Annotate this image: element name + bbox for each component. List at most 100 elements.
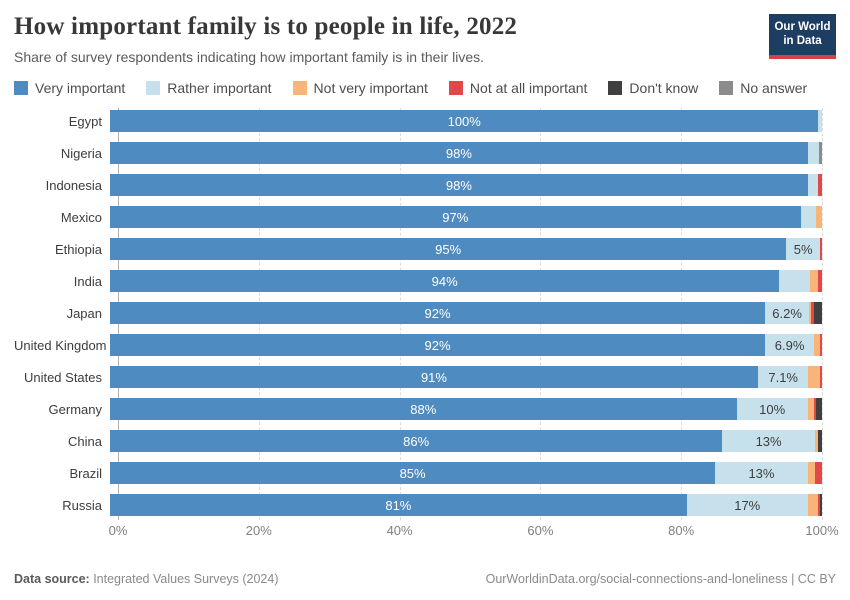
page-title: How important family is to people in lif… (14, 13, 518, 40)
chart-rows: Egypt 100% Nigeria 98% Indonesia 98% Mexico 97%… (14, 110, 836, 516)
bar-segment-not_very[interactable] (816, 206, 822, 228)
bar-segment-very[interactable]: 94% (110, 270, 780, 292)
table-row: China 86% 13% (14, 430, 836, 452)
bar-value-label: 13% (755, 433, 782, 449)
bar-segment-very[interactable]: 85% (110, 462, 716, 484)
legend-item-no_answer[interactable]: No answer (719, 80, 807, 96)
bar-segment-rather[interactable]: 7.1% (757, 366, 809, 388)
bar-track: 98% (110, 142, 822, 164)
bar-segment-not_at_all[interactable] (819, 366, 822, 388)
citation-link[interactable]: OurWorldinData.org/social-connections-an… (485, 572, 836, 586)
owid-logo-line1: Our World (774, 21, 831, 33)
owid-logo[interactable]: Our World in Data (769, 14, 836, 59)
bar-segment-rather[interactable]: 6.2% (765, 302, 810, 324)
bar-segment-rather[interactable]: 5% (786, 238, 820, 260)
table-row: Japan 92% 6.2% (14, 302, 836, 324)
bar-segment-not_very[interactable] (808, 366, 820, 388)
country-label: Mexico (60, 209, 102, 225)
bar-segment-very[interactable]: 92% (110, 334, 766, 356)
bar-value-label: 88% (410, 401, 437, 417)
bar-segment-dont_know[interactable] (816, 398, 822, 420)
bar-segment-not_at_all[interactable] (814, 462, 822, 484)
bar-segment-very[interactable]: 86% (110, 430, 723, 452)
bar-value-label: 98% (445, 145, 472, 161)
data-source-value: Integrated Values Surveys (2024) (89, 572, 279, 586)
bar-value-label: 94% (431, 273, 458, 289)
x-axis-tick-label: 100% (805, 523, 839, 538)
legend-swatch-icon (719, 81, 734, 95)
bar-track: 88% 10% (110, 398, 822, 420)
bar-track: 92% 6.9% (110, 334, 822, 356)
bar-segment-not_at_all[interactable] (819, 334, 822, 356)
bar-segment-very[interactable]: 98% (110, 174, 808, 196)
country-label: China (68, 433, 102, 449)
table-row: Ethiopia 95% 5% (14, 238, 836, 260)
bar-track: 100% (110, 110, 822, 132)
bar-segment-not_very[interactable] (807, 494, 818, 516)
bar-segment-rather[interactable] (807, 142, 820, 164)
bar-segment-rather[interactable]: 10% (736, 398, 808, 420)
bar-track: 81% 17% (110, 494, 822, 516)
header: How important family is to people in lif… (14, 12, 836, 65)
legend-item-very[interactable]: Very important (14, 80, 125, 96)
legend-item-dont_know[interactable]: Don't know (608, 80, 698, 96)
table-row: Indonesia 98% (14, 174, 836, 196)
bar-segment-rather[interactable] (818, 110, 822, 132)
bar-segment-not_at_all[interactable] (818, 174, 822, 196)
data-source-note: Data source: Integrated Values Surveys (… (14, 572, 279, 586)
bar-segment-not_at_all[interactable] (819, 238, 822, 260)
chart-legend: Very important Rather important Not very i… (14, 80, 836, 96)
x-axis-tick-label: 20% (245, 523, 272, 538)
bar-value-label: 13% (748, 465, 775, 481)
bar-segment-rather[interactable]: 17% (686, 494, 808, 516)
bar-segment-no_answer[interactable] (819, 142, 822, 164)
x-axis-tick-label: 80% (668, 523, 695, 538)
x-axis-tick-label: 0% (108, 523, 128, 538)
bar-value-label: 86% (403, 433, 430, 449)
bar-segment-very[interactable]: 100% (110, 110, 819, 132)
bar-segment-very[interactable]: 92% (110, 302, 766, 324)
bar-segment-rather[interactable] (800, 206, 817, 228)
bar-segment-very[interactable]: 97% (110, 206, 801, 228)
bar-segment-not_at_all[interactable] (817, 494, 820, 516)
bar-segment-dont_know[interactable] (814, 302, 822, 324)
bar-segment-not_very[interactable] (814, 334, 820, 356)
bar-segment-very[interactable]: 98% (110, 142, 808, 164)
bar-segment-not_at_all[interactable] (817, 270, 822, 292)
legend-item-rather[interactable]: Rather important (146, 80, 272, 96)
bar-value-label: 91% (420, 369, 447, 385)
bar-value-label: 97% (442, 209, 469, 225)
bar-segment-rather[interactable]: 6.9% (765, 334, 815, 356)
bar-track: 85% 13% (110, 462, 822, 484)
bar-segment-very[interactable]: 81% (110, 494, 687, 516)
legend-item-not_at_all[interactable]: Not at all important (448, 80, 587, 96)
bar-segment-rather[interactable] (807, 174, 819, 196)
bar-segment-very[interactable]: 88% (110, 398, 737, 420)
bar-track: 97% (110, 206, 822, 228)
bar-segment-not_very[interactable] (814, 430, 819, 452)
bar-segment-dont_know[interactable] (819, 494, 822, 516)
bar-value-label: 92% (424, 305, 451, 321)
bar-track: 95% 5% (110, 238, 822, 260)
bar-value-label: 6.9% (774, 337, 805, 353)
bar-segment-not_very[interactable] (809, 302, 812, 324)
bar-value-label: 5% (793, 241, 813, 257)
footer: Data source: Integrated Values Surveys (… (14, 572, 836, 586)
bar-segment-not_very[interactable] (807, 462, 815, 484)
bar-segment-not_very[interactable] (807, 398, 815, 420)
bar-segment-not_at_all[interactable] (814, 398, 817, 420)
bar-segment-dont_know[interactable] (818, 430, 822, 452)
legend-item-not_very[interactable]: Not very important (292, 80, 428, 96)
bar-segment-not_very[interactable] (809, 270, 818, 292)
bar-segment-rather[interactable] (779, 270, 810, 292)
bar-value-label: 92% (424, 337, 451, 353)
bar-segment-rather[interactable]: 13% (715, 462, 808, 484)
bar-segment-very[interactable]: 95% (110, 238, 787, 260)
bar-segment-not_at_all[interactable] (811, 302, 815, 324)
country-label: Ethiopia (55, 241, 102, 257)
bar-value-label: 85% (399, 465, 426, 481)
bar-segment-rather[interactable]: 13% (722, 430, 815, 452)
bar-track: 94% (110, 270, 822, 292)
table-row: Russia 81% 17% (14, 494, 836, 516)
bar-segment-very[interactable]: 91% (110, 366, 758, 388)
